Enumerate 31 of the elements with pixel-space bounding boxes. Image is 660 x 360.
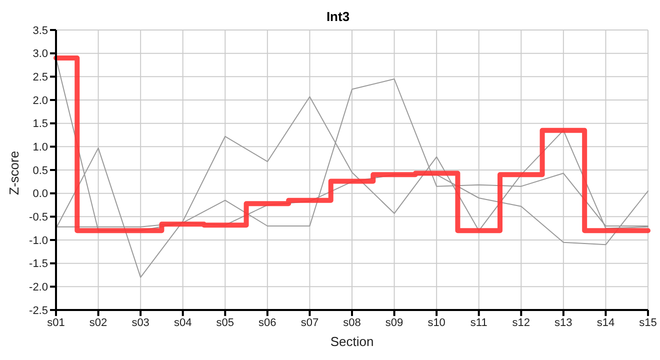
chart-title: Int3	[325, 8, 351, 26]
x-tick-label: s15	[639, 316, 657, 329]
x-tick-label: s10	[428, 316, 446, 329]
y-tick-label: 1.0	[32, 142, 48, 154]
y-tick-label: -1.5	[29, 258, 48, 270]
y-tick-label: 3.5	[32, 24, 48, 37]
y-tick-label: -1.0	[29, 234, 48, 247]
x-tick-label: s13	[554, 316, 572, 329]
y-tick-label: -2.0	[29, 282, 48, 294]
x-axis-title: Section	[330, 334, 374, 349]
y-tick-label: 2.0	[32, 94, 48, 107]
x-tick-label: s06	[258, 316, 276, 329]
x-tick-label: s01	[47, 316, 65, 329]
y-tick-label: -0.5	[29, 212, 48, 224]
x-tick-label: s14	[596, 316, 615, 329]
y-tick-label: 0.5	[32, 164, 48, 177]
y-axis-title: Z-score	[6, 150, 22, 195]
x-tick-label: s09	[385, 316, 404, 329]
x-tick-label: s07	[300, 316, 319, 329]
y-tick-label: 0.0	[32, 188, 48, 200]
x-tick-label: s03	[132, 316, 150, 329]
y-tick-label: -2.5	[29, 304, 48, 317]
y-tick-label: 3.0	[32, 48, 48, 60]
y-tick-label: 1.5	[32, 118, 48, 130]
y-tick-label: 2.5	[32, 72, 48, 84]
x-tick-label: s08	[343, 316, 361, 329]
x-tick-label: s05	[216, 316, 234, 329]
x-tick-label: s02	[89, 316, 108, 329]
x-tick-label: s04	[174, 316, 192, 329]
x-tick-label: s12	[512, 316, 530, 329]
x-tick-label: s11	[470, 316, 488, 329]
